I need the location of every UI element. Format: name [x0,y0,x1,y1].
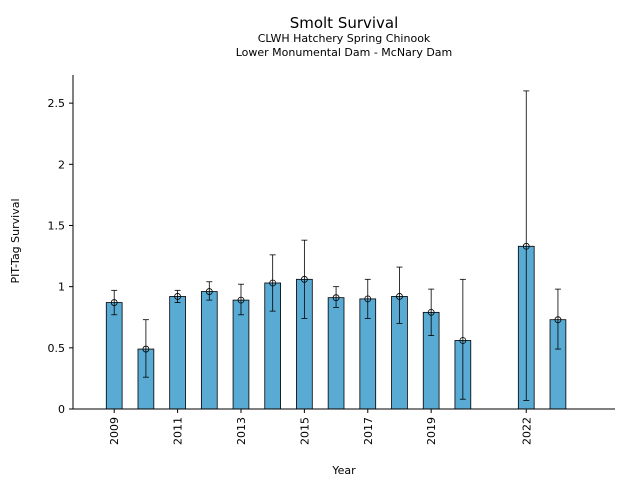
chart-subtitle-2: Lower Monumental Dam - McNary Dam [236,46,453,59]
point-marker-2022 [522,242,530,250]
point-marker-2016 [332,294,340,302]
x-tick-label-2: 2013 [235,417,248,445]
point-marker-2009 [110,299,118,306]
x-tick-label-0: 2009 [108,417,121,445]
y-tick-label-1: 0.5 [48,342,66,355]
point-marker-2014 [269,279,277,287]
y-tick-label-5: 2.5 [48,97,66,110]
bar-2013 [232,299,250,410]
point-marker-2012 [205,288,213,295]
point-marker-2010 [142,345,150,353]
bar-2016 [327,297,345,410]
x-tick-label-6: 2022 [520,417,533,445]
point-marker-2015 [300,275,308,283]
y-tick-label-3: 1.5 [48,219,66,232]
point-marker-2011 [174,293,181,300]
chart-title: Smolt Survival [290,14,399,32]
bar-2009 [105,302,123,410]
x-tick-label-3: 2015 [298,417,311,445]
point-marker-2020 [459,337,467,344]
plot-area: 0 0.5 1 1.5 2 2.5 2009 2011 2013 2015 2017 2019 2022 [48,75,615,445]
point-marker-2023 [554,316,562,324]
point-marker-2018 [396,293,403,300]
y-tick-label-4: 2 [58,158,65,171]
point-marker-2017 [364,295,372,303]
x-tick-label-1: 2011 [172,417,185,445]
x-axis-label: Year [331,464,356,477]
y-axis-label: PIT-Tag Survival [9,198,22,283]
x-tick-label-4: 2017 [362,417,375,445]
bar-2011 [169,296,186,410]
y-tick-label-2: 1 [58,281,65,294]
point-marker-2019 [427,308,435,316]
chart-subtitle-1: CLWH Hatchery Spring Chinook [258,32,431,45]
point-marker-2013 [237,296,245,304]
x-tick-label-5: 2019 [425,417,438,445]
y-tick-label-0: 0 [58,403,65,416]
bar-2012 [200,291,218,410]
